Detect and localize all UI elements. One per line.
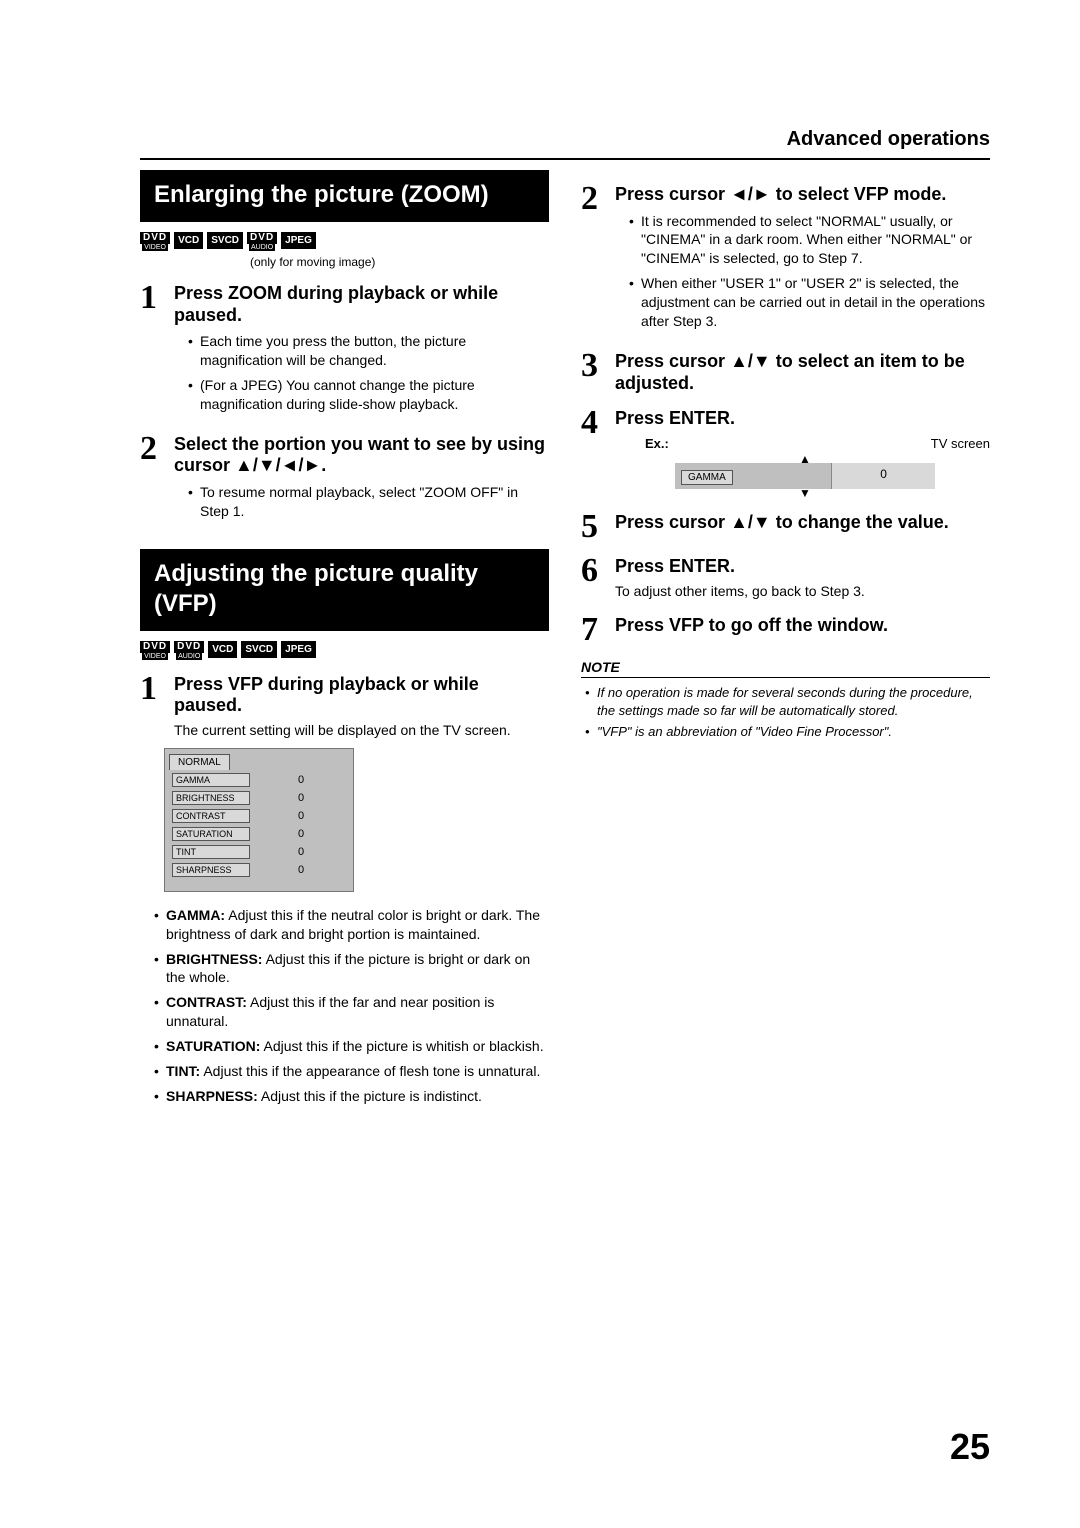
step-head: Press cursor ◄/► to select VFP mode.: [615, 184, 990, 206]
zoom-step: 2 Select the portion you want to see by u…: [140, 434, 549, 527]
zoom-badges: DVDVIDEOVCDSVCDDVDAUDIOJPEG: [140, 232, 549, 251]
vfp-param-value: 0: [256, 774, 346, 786]
page-number: 25: [950, 1426, 990, 1468]
note-item: If no operation is made for several seco…: [585, 684, 990, 719]
step-number: 3: [581, 351, 607, 382]
note-item: "VFP" is an abbreviation of "Video Fine …: [585, 723, 990, 741]
step-number: 2: [140, 434, 166, 465]
definition: CONTRAST: Adjust this if the far and nea…: [154, 993, 549, 1031]
step-head: Press cursor ▲/▼ to change the value.: [615, 512, 990, 534]
vfp-param-name: BRIGHTNESS: [172, 791, 250, 805]
bullet: When either "USER 1" or "USER 2" is sele…: [629, 274, 990, 331]
example-labels: Ex.:TV screen: [645, 436, 990, 451]
step-head: Press VFP to go off the window.: [615, 615, 990, 637]
format-badge: JPEG: [281, 641, 316, 658]
definition: TINT: Adjust this if the appearance of f…: [154, 1062, 549, 1081]
vfp-param-name: TINT: [172, 845, 250, 859]
step-sub: To adjust other items, go back to Step 3…: [615, 582, 990, 601]
format-badge: VCD: [208, 641, 237, 658]
header-rule: [140, 158, 990, 160]
right-column: 2 Press cursor ◄/► to select VFP mode. It …: [581, 170, 990, 1112]
vfp-table: NORMAL GAMMA0BRIGHTNESS0CONTRAST0SATURAT…: [164, 748, 354, 892]
right-step: 3 Press cursor ▲/▼ to select an item to b…: [581, 351, 990, 394]
vfp-row: BRIGHTNESS 0: [172, 791, 346, 805]
columns: Enlarging the picture (ZOOM) DVDVIDEOVCD…: [140, 170, 990, 1112]
example-param: GAMMA: [681, 470, 733, 485]
format-badge: DVDAUDIO: [247, 232, 277, 251]
right-step: 5 Press cursor ▲/▼ to change the value.: [581, 512, 990, 543]
vfp-param-name: SATURATION: [172, 827, 250, 841]
bullet: (For a JPEG) You cannot change the pictu…: [188, 376, 549, 414]
right-step: 2 Press cursor ◄/► to select VFP mode. It …: [581, 184, 990, 337]
step-number: 1: [140, 283, 166, 314]
vfp-step1: 1 Press VFP during playback or while pau…: [140, 674, 549, 740]
bullet: Each time you press the button, the pict…: [188, 332, 549, 370]
vfp-row: TINT 0: [172, 845, 346, 859]
format-badge: DVDVIDEO: [140, 232, 170, 251]
vfp-param-value: 0: [256, 864, 346, 876]
vfp-row: SHARPNESS 0: [172, 863, 346, 877]
step-head: Press VFP during playback or while pause…: [174, 674, 549, 717]
definition: GAMMA: Adjust this if the neutral color …: [154, 906, 549, 944]
right-step: 4 Press ENTER. Ex.:TV screen ▲ GAMMA 0▼: [581, 408, 990, 497]
header-section: Advanced operations: [787, 128, 990, 151]
bullet: To resume normal playback, select "ZOOM …: [188, 483, 549, 521]
vfp-title: Adjusting the picture quality (VFP): [140, 549, 549, 631]
down-arrow-icon: ▼: [675, 489, 935, 497]
vfp-row: GAMMA 0: [172, 773, 346, 787]
vfp-definitions: GAMMA: Adjust this if the neutral color …: [140, 906, 549, 1106]
right-step: 6 Press ENTER. To adjust other items, go b…: [581, 556, 990, 600]
step-bullets: To resume normal playback, select "ZOOM …: [174, 483, 549, 521]
format-badge: JPEG: [281, 232, 316, 249]
vfp-param-value: 0: [256, 846, 346, 858]
step-head: Press cursor ▲/▼ to select an item to be…: [615, 351, 990, 394]
step-sub: The current setting will be displayed on…: [174, 721, 549, 740]
right-step: 7 Press VFP to go off the window.: [581, 615, 990, 646]
vfp-param-name: GAMMA: [172, 773, 250, 787]
step-head: Press ENTER.: [615, 408, 990, 430]
step-number: 2: [581, 184, 607, 215]
step-number: 4: [581, 408, 607, 439]
step-number: 7: [581, 615, 607, 646]
definition: BRIGHTNESS: Adjust this if the picture i…: [154, 950, 549, 988]
example-value: 0: [831, 463, 935, 489]
example-box: ▲ GAMMA 0▼: [675, 455, 935, 498]
note-list: If no operation is made for several seco…: [581, 684, 990, 741]
vfp-tab: NORMAL: [169, 754, 230, 770]
step-bullets: Each time you press the button, the pict…: [174, 332, 549, 414]
step-bullets: It is recommended to select "NORMAL" usu…: [615, 212, 990, 331]
format-badge: VCD: [174, 232, 203, 249]
format-badge: SVCD: [207, 232, 243, 249]
vfp-param-name: CONTRAST: [172, 809, 250, 823]
note-heading: NOTE: [581, 659, 990, 678]
step-head: Press ENTER.: [615, 556, 990, 578]
vfp-row: SATURATION 0: [172, 827, 346, 841]
up-arrow-icon: ▲: [675, 455, 935, 463]
bullet: It is recommended to select "NORMAL" usu…: [629, 212, 990, 269]
step-number: 5: [581, 512, 607, 543]
step-number: 1: [140, 674, 166, 705]
zoom-step: 1 Press ZOOM during playback or while pau…: [140, 283, 549, 420]
step-head: Press ZOOM during playback or while paus…: [174, 283, 549, 326]
zoom-title: Enlarging the picture (ZOOM): [140, 170, 549, 222]
vfp-badges: DVDVIDEODVDAUDIOVCDSVCDJPEG: [140, 641, 549, 660]
vfp-param-value: 0: [256, 792, 346, 804]
step-head: Select the portion you want to see by us…: [174, 434, 549, 477]
definition: SHARPNESS: Adjust this if the picture is…: [154, 1087, 549, 1106]
format-badge: DVDAUDIO: [174, 641, 204, 660]
format-badge: SVCD: [241, 641, 277, 658]
step-number: 6: [581, 556, 607, 587]
vfp-row: CONTRAST 0: [172, 809, 346, 823]
left-column: Enlarging the picture (ZOOM) DVDVIDEOVCD…: [140, 170, 549, 1112]
vfp-param-value: 0: [256, 828, 346, 840]
vfp-param-value: 0: [256, 810, 346, 822]
vfp-param-name: SHARPNESS: [172, 863, 250, 877]
format-badge: DVDVIDEO: [140, 641, 170, 660]
definition: SATURATION: Adjust this if the picture i…: [154, 1037, 549, 1056]
zoom-badge-note: (only for moving image): [250, 255, 549, 269]
